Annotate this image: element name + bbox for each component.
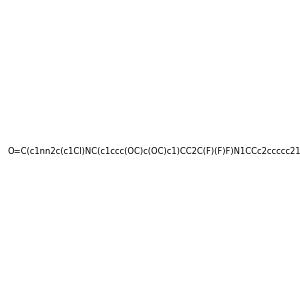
Text: O=C(c1nn2c(c1Cl)NC(c1ccc(OC)c(OC)c1)CC2C(F)(F)F)N1CCc2ccccc21: O=C(c1nn2c(c1Cl)NC(c1ccc(OC)c(OC)c1)CC2C… xyxy=(7,147,300,156)
